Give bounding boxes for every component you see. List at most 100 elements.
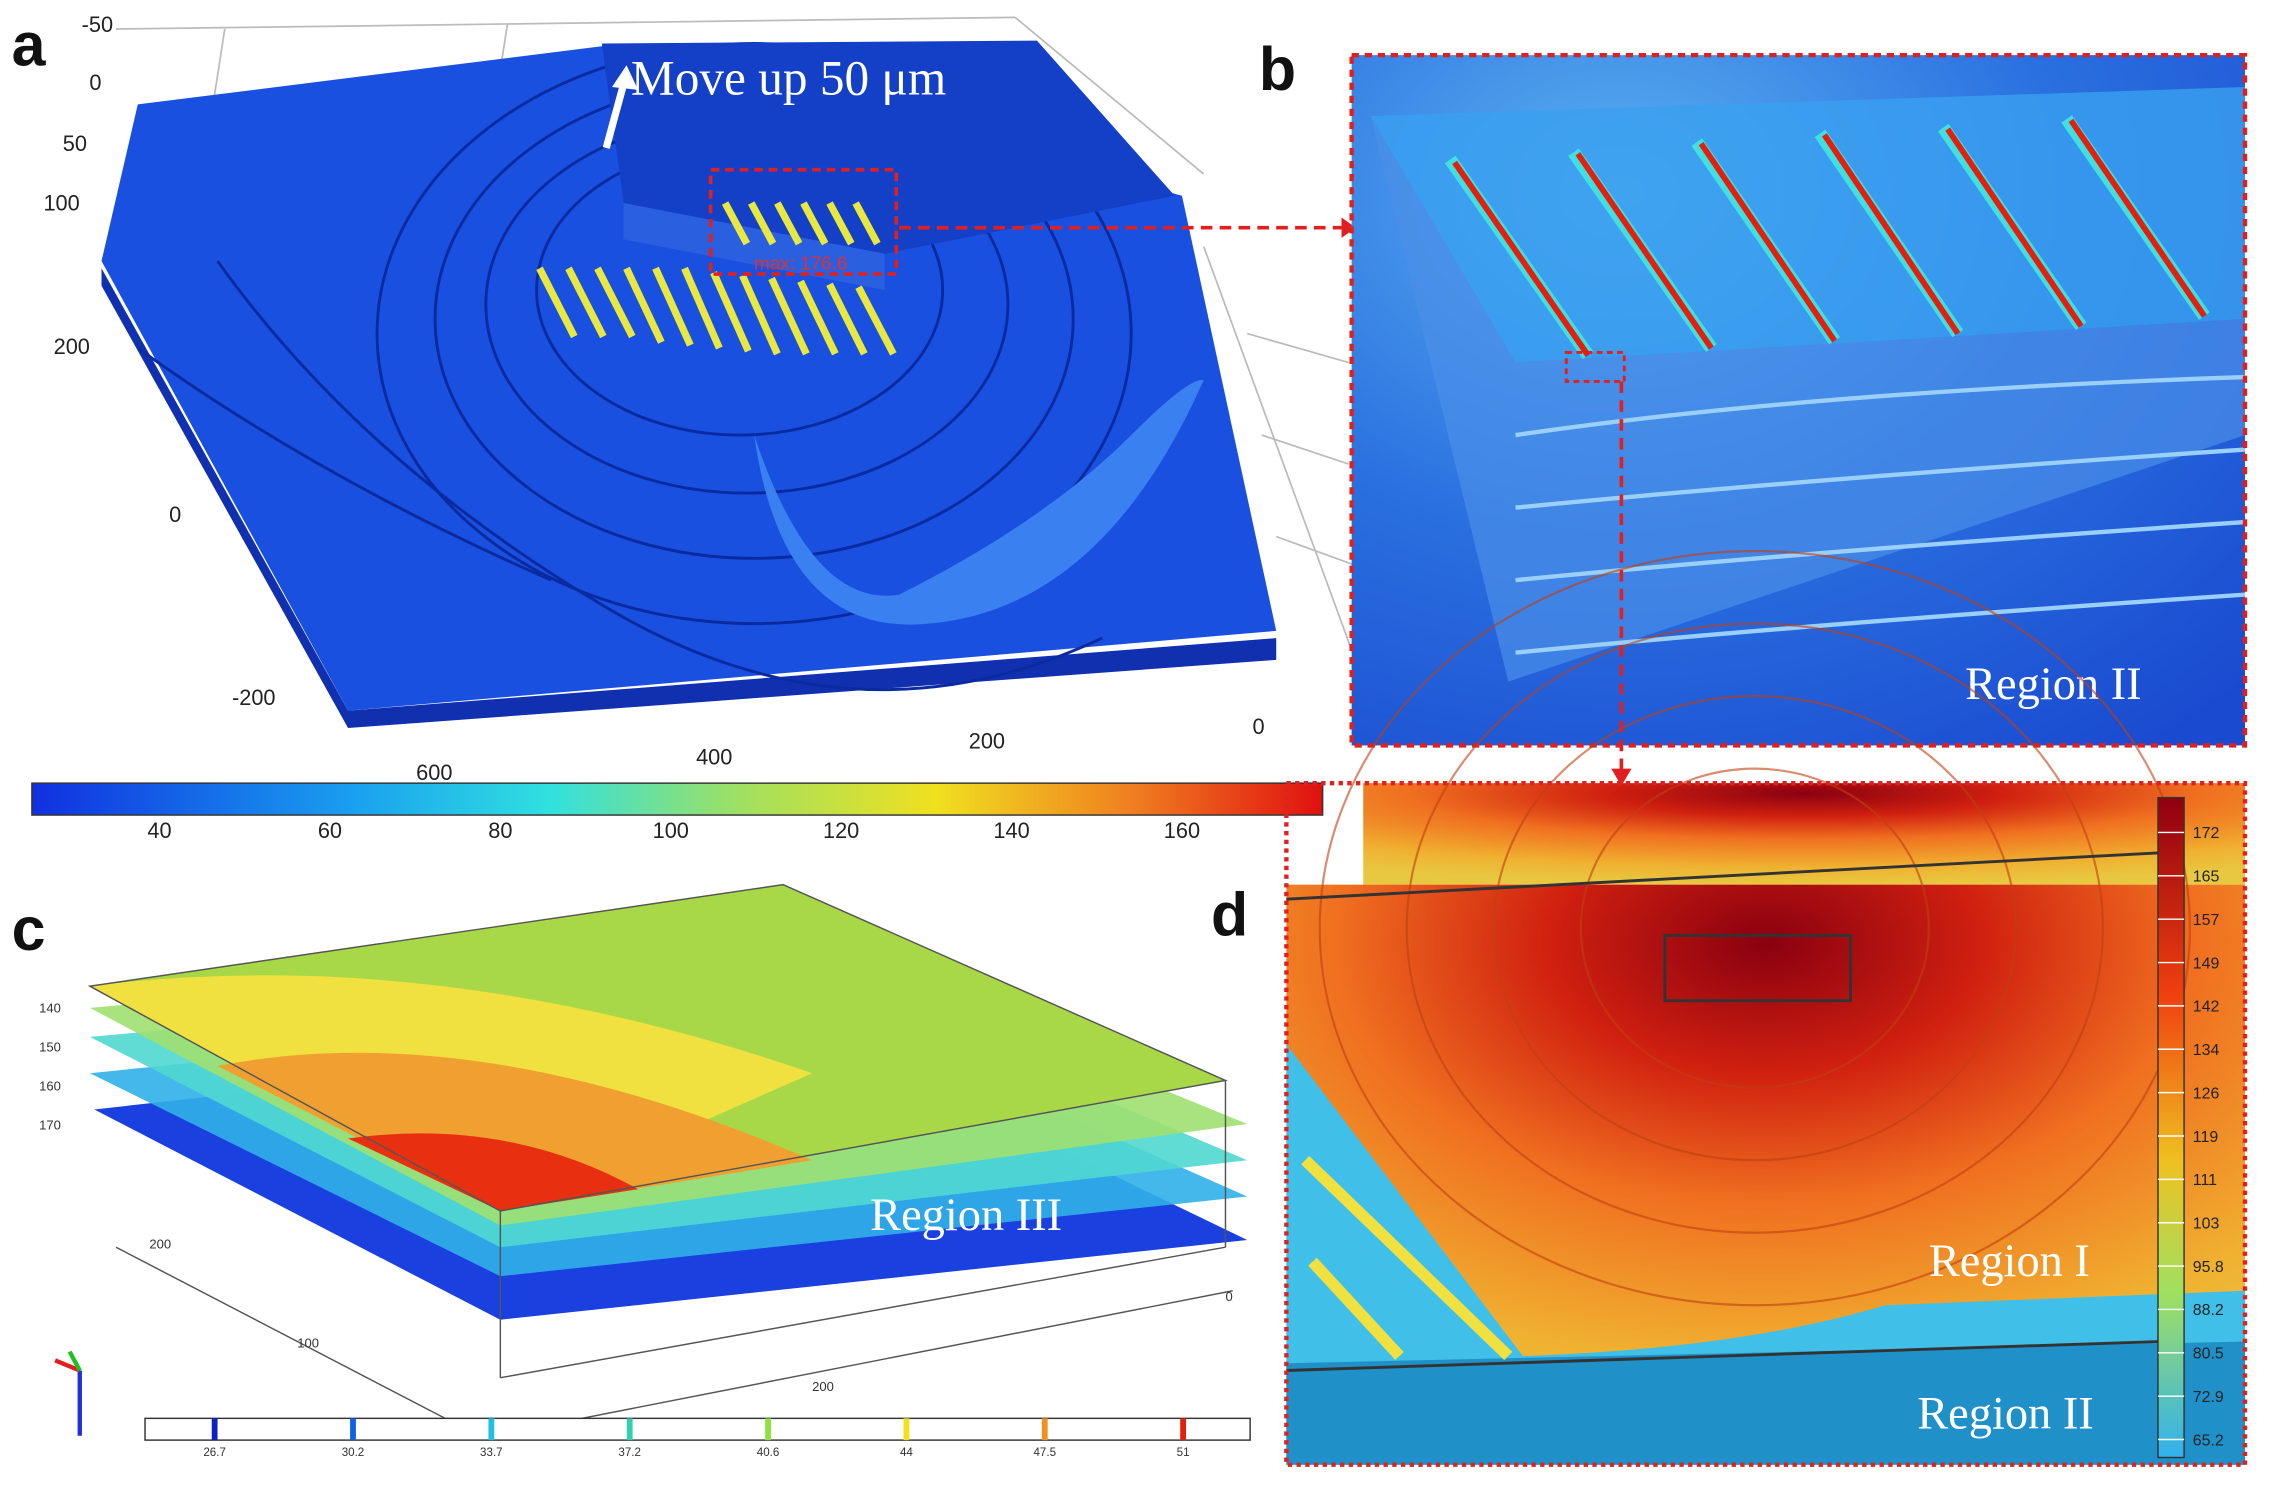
axis-label: 200 bbox=[54, 334, 90, 359]
melt-pool bbox=[754, 379, 1204, 625]
colorbar-tick-label: 72.9 bbox=[2193, 1389, 2224, 1406]
colorbar-tick-label: 40.6 bbox=[757, 1446, 780, 1459]
colorbar-tick-label: 47.5 bbox=[1033, 1446, 1056, 1459]
layer-top bbox=[1370, 87, 2245, 363]
region-label: Region I bbox=[1929, 1236, 2090, 1287]
axis-label: 600 bbox=[416, 760, 452, 785]
colorbar-tick-label: 26.7 bbox=[203, 1446, 226, 1459]
contour-red bbox=[348, 1133, 639, 1211]
layer-lines bbox=[1515, 374, 2246, 655]
axis-box bbox=[116, 16, 1365, 682]
colorbar-tick-label: 120 bbox=[823, 818, 859, 843]
max-label: max: 176.6 bbox=[754, 253, 847, 274]
annotation: Move up 50 μm bbox=[631, 50, 946, 105]
colorbar-tick-label: 134 bbox=[2193, 1042, 2220, 1059]
colorbar-tick-label: 160 bbox=[1164, 818, 1200, 843]
yellow-bands bbox=[1301, 1156, 1513, 1361]
axis-label: 50 bbox=[63, 131, 87, 156]
colorbar-ticks: 26.7 30.2 33.7 37.2 40.6 44 47.5 51 bbox=[203, 1418, 1190, 1459]
panel-d: d Region I Region II 1721651571491421341… bbox=[1211, 550, 2248, 1467]
axis-label: 200 bbox=[812, 1379, 834, 1394]
up-arrow-head bbox=[612, 65, 639, 90]
region-label: Region II bbox=[1965, 659, 2142, 710]
colorbar-tick-label: 60 bbox=[318, 818, 342, 843]
axis-label: -50 bbox=[82, 12, 113, 37]
interface-line bbox=[1286, 851, 2161, 901]
up-arrow bbox=[602, 83, 628, 149]
colorbar-marker bbox=[350, 1418, 356, 1441]
colorbar-marker bbox=[211, 1418, 218, 1441]
arrow-head bbox=[1341, 217, 1356, 238]
colorbar-marker bbox=[903, 1418, 910, 1441]
axis-labels: -50 0 50 100 200 0 -200 600 400 200 0 bbox=[43, 12, 1264, 785]
panel-b: b Region II bbox=[1259, 35, 2248, 787]
contours bbox=[1318, 550, 2191, 1307]
colorbar-marker bbox=[765, 1418, 771, 1441]
axis-label: 160 bbox=[39, 1079, 61, 1094]
region-label: Region II bbox=[1917, 1389, 2094, 1440]
axis-label: 100 bbox=[43, 190, 79, 215]
block-side bbox=[623, 203, 885, 291]
zoom-box bbox=[708, 167, 899, 276]
axis-box bbox=[87, 883, 1233, 1437]
panel-label: a bbox=[12, 10, 47, 78]
colorbar-tick-label: 80.5 bbox=[2193, 1346, 2224, 1363]
axis-label: 140 bbox=[39, 1000, 61, 1015]
region-label: Region III bbox=[870, 1190, 1062, 1241]
colorbar-marker bbox=[488, 1418, 495, 1441]
colorbar-tick-label: 165 bbox=[2193, 869, 2220, 886]
axis-label: 0 bbox=[1225, 1289, 1232, 1304]
arrow-head bbox=[1611, 768, 1632, 787]
colorbar-ticks: 172 165 157 149 142 134 126 119 111 103 95.8 88.2 80… bbox=[2157, 825, 2224, 1449]
colorbar-marker bbox=[626, 1418, 633, 1441]
panel-frame bbox=[1349, 52, 2248, 748]
colorbar-tick-label: 119 bbox=[2193, 1129, 2219, 1146]
axis-label: 400 bbox=[696, 744, 732, 769]
colorbar-tick-label: 88.2 bbox=[2193, 1302, 2224, 1319]
panel-label: b bbox=[1259, 35, 1296, 103]
colorbar bbox=[144, 1417, 1251, 1441]
panel-a: a Move up 50 μm max: 176.6 -50 0 50 100 200 0… bbox=[12, 10, 1365, 843]
colorbar-tick-label: 33.7 bbox=[480, 1446, 503, 1459]
panel-label: d bbox=[1211, 880, 1248, 948]
contour-orange bbox=[217, 1052, 813, 1211]
colorbar-marker bbox=[1180, 1418, 1187, 1441]
zoom-box bbox=[1564, 350, 1626, 383]
colorbar-tick-label: 95.8 bbox=[2193, 1259, 2224, 1276]
colorbar-tick-label: 126 bbox=[2193, 1085, 2220, 1102]
colorbar-tick-label: 65.2 bbox=[2193, 1432, 2224, 1449]
tracks bbox=[1444, 115, 2210, 360]
colorbar-tick-label: 142 bbox=[2193, 999, 2220, 1016]
colorbar-tick-label: 100 bbox=[653, 818, 689, 843]
axis-label: 0 bbox=[1253, 714, 1265, 739]
colorbar-tick-label: 103 bbox=[2193, 1216, 2220, 1233]
colorbar-tick-label: 149 bbox=[2193, 955, 2220, 972]
colorbar-tick-label: 157 bbox=[2193, 912, 2220, 929]
axis-label: 100 bbox=[297, 1335, 319, 1350]
hatch-stripes bbox=[536, 201, 897, 356]
colorbar bbox=[31, 782, 1324, 816]
axis-labels: 140 150 160 170 200 100 200 0 bbox=[39, 1000, 1233, 1394]
interface-line bbox=[1286, 1340, 2161, 1372]
raised-block bbox=[601, 40, 1175, 254]
colorbar-tick-label: 37.2 bbox=[618, 1446, 641, 1459]
axis-label: 0 bbox=[169, 502, 181, 527]
region-ii-lower bbox=[1286, 1341, 2245, 1465]
axis-label: 200 bbox=[149, 1237, 171, 1252]
axis-label: 0 bbox=[89, 70, 101, 95]
colorbar-tick-label: 80 bbox=[488, 818, 512, 843]
axis-label: 200 bbox=[969, 728, 1005, 753]
colorbar-tick-label: 44 bbox=[900, 1446, 913, 1459]
colorbar-tick-label: 40 bbox=[147, 818, 171, 843]
colorbar-ticks: 40 60 80 100 120 140 160 bbox=[147, 818, 1200, 843]
colorbar-tick-label: 51 bbox=[1177, 1446, 1190, 1459]
block-outline bbox=[1663, 933, 1852, 1003]
axis-label: 150 bbox=[39, 1039, 61, 1054]
triad bbox=[54, 1350, 82, 1436]
colorbar-tick-label: 30.2 bbox=[342, 1446, 365, 1459]
colorbar bbox=[2157, 796, 2185, 1459]
axis-label: -200 bbox=[232, 685, 276, 710]
